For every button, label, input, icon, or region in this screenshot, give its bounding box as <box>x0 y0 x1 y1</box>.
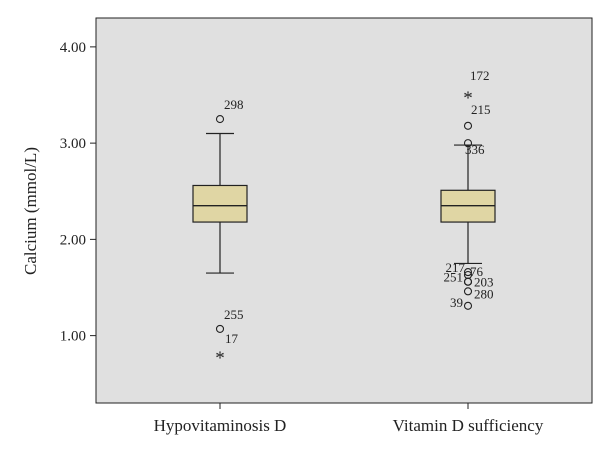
outlier-marker <box>463 121 473 130</box>
x-category-label: Vitamin D sufficiency <box>393 416 544 435</box>
outlier-marker <box>215 115 225 124</box>
plot-area <box>95 17 593 404</box>
outlier-label: 39 <box>450 295 463 310</box>
outlier-label: 217 <box>446 260 466 275</box>
outlier-label: 298 <box>224 97 244 112</box>
x-category-label: Hypovitaminosis D <box>154 416 287 435</box>
outlier-label: 17 <box>225 331 239 346</box>
outlier-marker <box>463 277 473 286</box>
y-tick-label: 2.00 <box>60 232 86 248</box>
outlier-label: 76 <box>470 264 484 279</box>
outlier-marker <box>463 301 473 310</box>
outlier-label: 203 <box>474 275 494 290</box>
outlier-label: 251 <box>444 270 464 285</box>
outlier-marker <box>215 324 225 333</box>
outlier-label: 215 <box>471 102 491 117</box>
iqr-box <box>192 184 248 223</box>
outlier-label: 336 <box>465 142 485 157</box>
y-tick-label: 1.00 <box>60 329 86 345</box>
box-1: 298 255 *17 <box>192 97 248 369</box>
extreme-outlier-marker: * <box>215 348 225 369</box>
outlier-label: 280 <box>474 286 494 301</box>
y-axis: 1.00 2.00 3.00 4.00 <box>60 40 96 345</box>
outlier-label: 172 <box>470 68 490 83</box>
outlier-marker <box>463 268 473 277</box>
outlier-label: 255 <box>224 307 244 322</box>
outlier-marker <box>463 139 473 148</box>
outlier-marker <box>463 287 473 296</box>
y-tick-label: 4.00 <box>60 40 86 56</box>
y-axis-title: Calcium (mmol/L) <box>21 147 40 275</box>
extreme-outlier-marker: * <box>463 88 473 109</box>
y-tick-label: 3.00 <box>60 136 86 152</box>
x-axis-categories: Hypovitaminosis D Vitamin D sufficiency <box>154 403 544 435</box>
